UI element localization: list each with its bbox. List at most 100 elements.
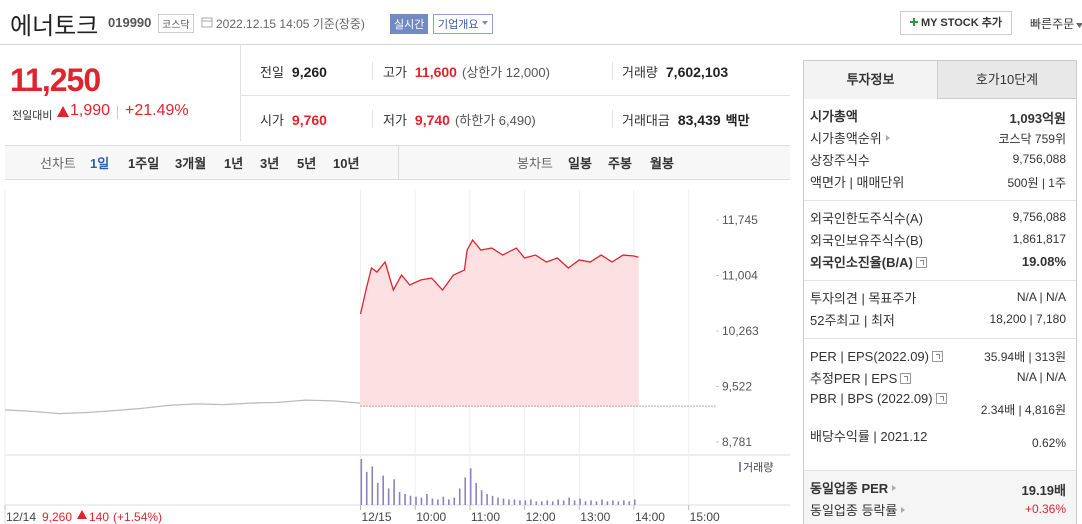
volume-bar bbox=[508, 499, 510, 505]
volume-bar bbox=[513, 499, 516, 505]
info-label-text: 외국인소진율(B/A) bbox=[810, 255, 913, 270]
info-label[interactable]: 동일업종 PER bbox=[810, 479, 950, 499]
volume-bar bbox=[491, 495, 494, 505]
x-tick-label: 12/15 bbox=[362, 510, 392, 524]
period-button[interactable]: 1일 bbox=[90, 156, 110, 171]
volume-bar bbox=[535, 501, 538, 505]
volume-bar bbox=[519, 500, 521, 505]
period-button[interactable]: 3개월 bbox=[175, 156, 207, 171]
cell-divider bbox=[372, 62, 373, 80]
arrow-icon bbox=[901, 507, 906, 513]
info-label-text: 시가총액순위 bbox=[810, 131, 882, 146]
info-value: 코스닥 759위 bbox=[998, 132, 1066, 146]
summary-note: (상한가 12,000) bbox=[461, 65, 550, 80]
info-label-text: 추정PER | EPS bbox=[810, 371, 898, 386]
info-value: 0.62% bbox=[1031, 436, 1066, 450]
summary-cell: 고가 11,600 (상한가 12,000) bbox=[383, 62, 550, 81]
period-button[interactable]: 1년 bbox=[224, 156, 244, 171]
summary-value: 7,602,103 bbox=[665, 64, 729, 80]
price-line bbox=[359, 238, 639, 315]
prev-close: 9,260 bbox=[42, 510, 72, 524]
stock-code: 019990 bbox=[108, 15, 152, 30]
info-label[interactable]: 시가총액순위 bbox=[810, 129, 950, 149]
x-tick-label: 14:00 bbox=[635, 510, 665, 524]
line-chart-label: 선차트 bbox=[40, 156, 76, 171]
arrow-icon bbox=[892, 485, 897, 491]
info-label-text: 액면가 | 매매단위 bbox=[810, 175, 905, 190]
y-tick-label: 10,263 bbox=[722, 324, 759, 338]
volume-bar bbox=[382, 475, 384, 505]
info-value: 18,200 | 7,180 bbox=[989, 312, 1066, 326]
period-button[interactable]: 1주일 bbox=[128, 156, 160, 171]
info-label-text: 상장주식수 bbox=[810, 153, 870, 168]
volume-bar bbox=[584, 501, 587, 505]
summary-label: 거래대금 bbox=[622, 113, 670, 128]
realtime-button[interactable]: 실시간 bbox=[390, 14, 429, 34]
summary-value: 9,260 bbox=[291, 64, 327, 80]
help-icon bbox=[915, 257, 927, 268]
my-stock-button[interactable]: MY STOCK 추가 bbox=[900, 11, 1012, 35]
volume-bar bbox=[360, 459, 363, 505]
x-tick-label: 11:00 bbox=[471, 510, 500, 524]
info-label: 외국인보유주식수(B) bbox=[810, 231, 950, 251]
plus-icon bbox=[910, 18, 919, 26]
dropdown-icon bbox=[482, 21, 489, 25]
price-chart: 12/14 12/15 10:00 11:00 12:00 13:00 14:00 15:00… bbox=[4, 190, 790, 524]
up-icon bbox=[57, 106, 69, 117]
section-divider bbox=[804, 470, 1076, 471]
info-value: +0.36% bbox=[1024, 502, 1066, 516]
period-button[interactable]: 5년 bbox=[297, 156, 317, 171]
volume-bar bbox=[458, 488, 461, 505]
volume-bar bbox=[590, 500, 592, 505]
info-value: 19.19배 bbox=[1021, 483, 1067, 498]
y-tick-label: 11,004 bbox=[722, 269, 758, 283]
volume-bar bbox=[601, 499, 603, 505]
change-amount: 1,990 bbox=[70, 102, 111, 119]
volume-legend-swatch bbox=[739, 462, 741, 472]
volume-legend: 거래량 bbox=[743, 461, 773, 474]
info-value: N/A | N/A bbox=[1016, 290, 1066, 304]
table-row-divider bbox=[240, 95, 790, 96]
info-value: 35.94배 | 313원 bbox=[984, 350, 1066, 364]
prev-change: 140 bbox=[89, 510, 109, 524]
info-label: 배당수익률 | 2021.12 bbox=[810, 427, 950, 447]
summary-cell: 시가 9,760 bbox=[260, 110, 327, 129]
separator bbox=[117, 106, 118, 119]
volume-bar bbox=[404, 493, 406, 505]
volume-bar bbox=[579, 498, 581, 505]
tab-active[interactable]: 투자정보 bbox=[804, 61, 938, 99]
candle-button[interactable]: 월봉 bbox=[650, 156, 674, 171]
quick-order-button[interactable]: 빠른주문 bbox=[1030, 15, 1082, 32]
candle-button[interactable]: 주봉 bbox=[608, 156, 632, 171]
info-label: PBR | BPS (2022.09) bbox=[810, 389, 950, 409]
company-info-button[interactable]: 기업개요 bbox=[433, 14, 494, 34]
my-stock-text: MY STOCK 추가 bbox=[921, 17, 1002, 29]
y-tick-label: 9,522 bbox=[722, 379, 752, 393]
info-label: 외국인소진율(B/A) bbox=[810, 253, 950, 273]
summary-label: 고가 bbox=[383, 65, 407, 80]
period-button[interactable]: 10년 bbox=[333, 156, 360, 171]
volume-bar bbox=[530, 499, 532, 505]
info-label[interactable]: 동일업종 등락률 bbox=[810, 501, 950, 521]
summary-note: 백만 bbox=[725, 113, 750, 128]
summary-value: 9,740 bbox=[414, 112, 450, 128]
volume-bar bbox=[557, 499, 559, 505]
tab[interactable]: 호가10단계 bbox=[938, 61, 1076, 99]
period-divider bbox=[398, 146, 399, 179]
volume-bar bbox=[562, 500, 565, 505]
summary-cell: 거래대금 83,439 백만 bbox=[622, 110, 750, 129]
volume-bar bbox=[568, 497, 570, 505]
volume-bar bbox=[606, 501, 609, 505]
summary-value: 9,760 bbox=[291, 112, 327, 128]
summary-label: 전일 bbox=[260, 65, 284, 80]
volume-bar bbox=[415, 496, 417, 505]
dropdown-icon bbox=[1076, 23, 1082, 28]
candle-button[interactable]: 일봉 bbox=[568, 156, 592, 171]
calendar-icon bbox=[201, 17, 213, 28]
prev-rate: (+1.54%) bbox=[113, 510, 162, 524]
x-tick-label: 12/14 bbox=[6, 510, 36, 524]
info-label-text: PER | EPS(2022.09) bbox=[810, 349, 929, 364]
volume-bar bbox=[623, 500, 625, 505]
period-button[interactable]: 3년 bbox=[260, 156, 280, 171]
